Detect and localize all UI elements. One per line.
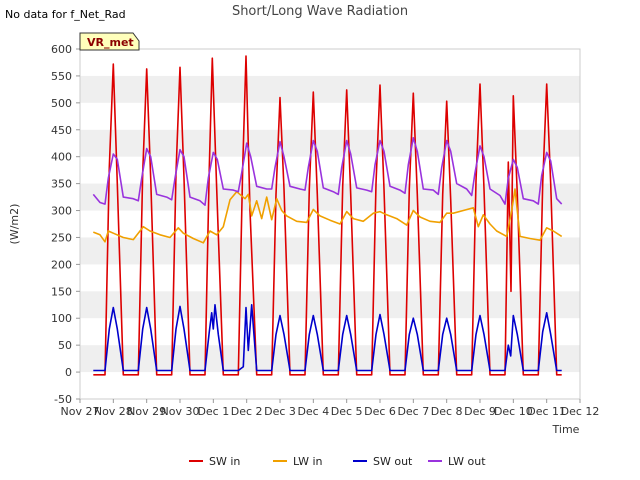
x-tick-label: Dec 1 [197,405,229,418]
legend-label-lw-in: LW in [293,455,323,468]
y-tick-label: 150 [51,285,72,298]
x-tick-label: Dec 8 [431,405,463,418]
series-line-lw-in [93,188,563,244]
y-tick-label: 550 [51,70,72,83]
y-tick-label: 500 [51,97,72,110]
legend-label-sw-in: SW in [209,455,240,468]
series-line-sw-in [93,55,562,376]
x-tick-label: Dec 10 [494,405,533,418]
y-tick-label: 50 [58,339,72,352]
series-line-lw-out [92,137,563,206]
x-tick-label: Dec 11 [527,405,566,418]
x-tick-label: Nov 30 [161,405,200,418]
y-axis-label: (W/m2) [8,204,21,245]
y-tick-label: 300 [51,205,72,218]
plot-area [79,48,581,400]
y-tick-label: 350 [51,178,72,191]
grid-band [80,183,580,211]
no-data-note: No data for f_Net_Rad [5,8,126,21]
x-tick-label: Dec 5 [331,405,363,418]
x-axis-label: Time [552,423,580,436]
x-tick-label: Dec 12 [561,405,600,418]
x-tick-label: Nov 27 [61,405,100,418]
x-tick-label: Dec 3 [264,405,296,418]
y-tick-label: -50 [54,393,72,406]
grid-band [80,129,580,157]
legend: SW in LW in SW out LW out [189,455,486,468]
station-badge: VR_met [79,32,140,51]
y-axis-ticks: -50 0 50 100 150 200 250 300 350 400 450 500 550 600 [51,43,80,406]
grid-band [80,75,580,103]
x-tick-label: Dec 4 [297,405,329,418]
y-tick-label: 450 [51,124,72,137]
x-tick-label: Nov 29 [127,405,166,418]
grid-band [80,345,580,373]
y-tick-label: 400 [51,151,72,164]
series-lines [92,55,563,376]
x-tick-label: Dec 7 [397,405,429,418]
y-tick-label: 600 [51,43,72,56]
grid-band [80,237,580,265]
y-tick-label: 200 [51,258,72,271]
x-tick-label: Dec 6 [364,405,396,418]
y-tick-label: 100 [51,312,72,325]
x-tick-label: Dec 2 [231,405,263,418]
x-tick-label: Nov 28 [94,405,133,418]
y-tick-label: 250 [51,231,72,244]
legend-label-sw-out: SW out [373,455,413,468]
grid-bands [80,75,580,373]
chart-title: Short/Long Wave Radiation [232,4,408,19]
y-tick-label: 0 [65,366,72,379]
grid-band [80,291,580,319]
station-badge-label: VR_met [87,36,134,49]
series-line-sw-out [93,303,562,372]
legend-label-lw-out: LW out [448,455,486,468]
x-tick-label: Dec 9 [464,405,496,418]
